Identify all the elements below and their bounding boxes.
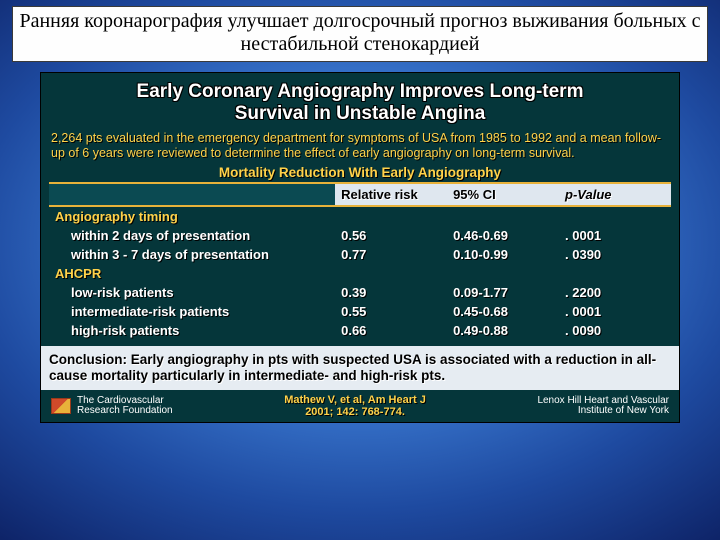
table-header-row: Relative risk 95% CI p-Value	[49, 183, 671, 206]
footer-right: Lenox Hill Heart and Vascular Institute …	[537, 396, 669, 417]
table-row: AHCPR	[49, 264, 671, 283]
cell-pv: . 0090	[559, 321, 671, 340]
table-row: intermediate-risk patients 0.55 0.45-0.6…	[49, 302, 671, 321]
cell-pv: . 0390	[559, 245, 671, 264]
table-title: Mortality Reduction With Early Angiograp…	[49, 165, 671, 180]
cell-rr: 0.66	[335, 321, 447, 340]
footer-left-l2: Research Foundation	[77, 406, 173, 417]
cell-rr: 0.77	[335, 245, 447, 264]
crf-logo-icon	[51, 398, 71, 414]
cell-pv: . 2200	[559, 283, 671, 302]
russian-title: Ранняя коронарография улучшает долгосроч…	[12, 6, 708, 62]
results-table: Relative risk 95% CI p-Value Angiography…	[49, 182, 671, 340]
cell-ci: 0.49-0.88	[447, 321, 559, 340]
table-row: high-risk patients 0.66 0.49-0.88 . 0090	[49, 321, 671, 340]
footer-left: The Cardiovascular Research Foundation	[51, 396, 173, 417]
group-label: Angiography timing	[49, 206, 335, 226]
row-label: high-risk patients	[49, 321, 335, 340]
study-description: 2,264 pts evaluated in the emergency dep…	[51, 131, 669, 161]
col-rr: Relative risk	[335, 183, 447, 206]
english-title: Early Coronary Angiography Improves Long…	[49, 81, 671, 125]
col-blank	[49, 183, 335, 206]
table-row: low-risk patients 0.39 0.09-1.77 . 2200	[49, 283, 671, 302]
footer-citation: Mathew V, et al, Am Heart J 2001; 142: 7…	[284, 394, 426, 418]
table-row: within 3 - 7 days of presentation 0.77 0…	[49, 245, 671, 264]
cell-ci: 0.46-0.69	[447, 226, 559, 245]
row-label: within 2 days of presentation	[49, 226, 335, 245]
cell-rr: 0.55	[335, 302, 447, 321]
cell-ci: 0.09-1.77	[447, 283, 559, 302]
slide-panel: Early Coronary Angiography Improves Long…	[41, 73, 679, 422]
conclusion-box: Conclusion: Early angiography in pts wit…	[41, 346, 679, 390]
citation-l1: Mathew V, et al, Am Heart J	[284, 394, 426, 406]
table-row: within 2 days of presentation 0.56 0.46-…	[49, 226, 671, 245]
slide-outer: Ранняя коронарография улучшает долгосроч…	[0, 0, 720, 540]
footer-right-l2: Institute of New York	[537, 406, 669, 417]
col-pvalue: p-Value	[559, 183, 671, 206]
en-title-line2: Survival in Unstable Angina	[235, 103, 486, 124]
row-label: low-risk patients	[49, 283, 335, 302]
row-label: within 3 - 7 days of presentation	[49, 245, 335, 264]
cell-pv: . 0001	[559, 226, 671, 245]
cell-pv: . 0001	[559, 302, 671, 321]
table-row: Angiography timing	[49, 206, 671, 226]
en-title-line1: Early Coronary Angiography Improves Long…	[137, 81, 584, 102]
cell-rr: 0.39	[335, 283, 447, 302]
cell-ci: 0.10-0.99	[447, 245, 559, 264]
cell-rr: 0.56	[335, 226, 447, 245]
embedded-slide: Early Coronary Angiography Improves Long…	[40, 72, 680, 423]
col-ci: 95% CI	[447, 183, 559, 206]
row-label: intermediate-risk patients	[49, 302, 335, 321]
group-label: AHCPR	[49, 264, 335, 283]
citation-l2: 2001; 142: 768-774.	[284, 406, 426, 418]
cell-ci: 0.45-0.68	[447, 302, 559, 321]
slide-footer: The Cardiovascular Research Foundation M…	[49, 394, 671, 418]
